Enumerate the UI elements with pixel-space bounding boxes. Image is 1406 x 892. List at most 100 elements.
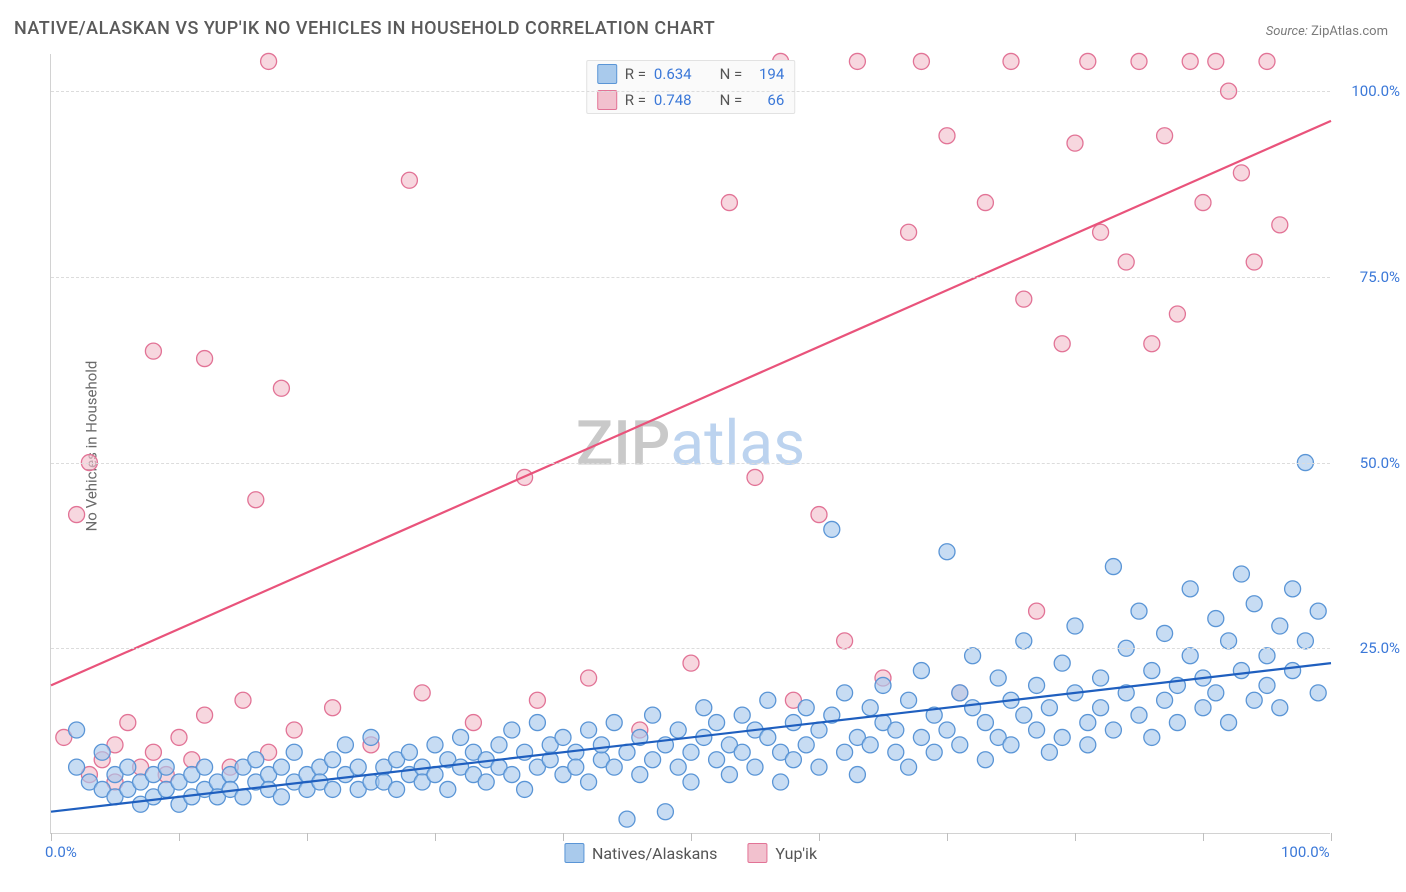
- y-tick-label: 75.0%: [1340, 268, 1400, 286]
- legend-swatch: [597, 90, 617, 110]
- data-point: [1144, 729, 1160, 745]
- data-point: [1080, 737, 1096, 753]
- data-point: [1285, 581, 1301, 597]
- data-point: [773, 774, 789, 790]
- data-point: [1310, 685, 1326, 701]
- data-point: [529, 692, 545, 708]
- data-point: [683, 744, 699, 760]
- n-label: N =: [720, 91, 743, 109]
- data-point: [1131, 707, 1147, 723]
- data-point: [1054, 729, 1070, 745]
- data-point: [1093, 670, 1109, 686]
- data-point: [683, 774, 699, 790]
- data-point: [1093, 224, 1109, 240]
- data-point: [734, 707, 750, 723]
- data-point: [901, 224, 917, 240]
- data-point: [1259, 677, 1275, 693]
- data-point: [606, 715, 622, 731]
- data-point: [248, 752, 264, 768]
- data-point: [1003, 737, 1019, 753]
- data-point: [670, 722, 686, 738]
- data-point: [1131, 603, 1147, 619]
- data-point: [1297, 633, 1313, 649]
- r-label: R =: [625, 65, 646, 83]
- data-point: [1029, 722, 1045, 738]
- data-point: [1016, 291, 1032, 307]
- data-point: [977, 195, 993, 211]
- data-point: [1246, 254, 1262, 270]
- data-point: [1157, 625, 1173, 641]
- gridline: [51, 91, 1330, 92]
- data-point: [811, 507, 827, 523]
- data-point: [286, 722, 302, 738]
- data-point: [1208, 611, 1224, 627]
- data-point: [811, 759, 827, 775]
- data-point: [1169, 306, 1185, 322]
- data-point: [849, 767, 865, 783]
- data-point: [1144, 336, 1160, 352]
- x-tick: [435, 833, 436, 841]
- data-point: [1272, 618, 1288, 634]
- data-point: [504, 767, 520, 783]
- data-point: [145, 343, 161, 359]
- n-label: N =: [720, 65, 743, 83]
- data-point: [901, 692, 917, 708]
- data-point: [913, 53, 929, 69]
- series-name: Yup'ik: [775, 844, 817, 863]
- data-point: [734, 744, 750, 760]
- data-point: [350, 759, 366, 775]
- gridline: [51, 648, 1330, 649]
- data-point: [721, 767, 737, 783]
- x-tick: [51, 833, 52, 841]
- data-point: [478, 774, 494, 790]
- x-tick: [1331, 833, 1332, 841]
- data-point: [1157, 692, 1173, 708]
- data-point: [248, 492, 264, 508]
- data-point: [952, 737, 968, 753]
- data-point: [990, 670, 1006, 686]
- data-point: [1310, 603, 1326, 619]
- data-point: [1246, 692, 1262, 708]
- data-point: [837, 744, 853, 760]
- data-point: [1118, 254, 1134, 270]
- data-point: [1144, 663, 1160, 679]
- data-point: [1182, 53, 1198, 69]
- data-point: [1246, 596, 1262, 612]
- data-point: [440, 781, 456, 797]
- data-point: [645, 707, 661, 723]
- data-point: [747, 759, 763, 775]
- data-point: [1195, 195, 1211, 211]
- data-point: [197, 759, 213, 775]
- data-point: [273, 380, 289, 396]
- data-point: [824, 521, 840, 537]
- data-point: [1003, 53, 1019, 69]
- chart-svg: [51, 54, 1331, 834]
- data-point: [69, 759, 85, 775]
- data-point: [337, 737, 353, 753]
- data-point: [862, 700, 878, 716]
- x-tick: [819, 833, 820, 841]
- data-point: [849, 53, 865, 69]
- series-legend: Natives/Alaskans Yup'ik: [564, 843, 817, 863]
- data-point: [837, 633, 853, 649]
- data-point: [1208, 53, 1224, 69]
- x-tick-label: 0.0%: [45, 843, 77, 861]
- series-name: Natives/Alaskans: [592, 844, 717, 863]
- data-point: [888, 744, 904, 760]
- r-value: 0.748: [654, 91, 692, 109]
- data-point: [158, 759, 174, 775]
- data-point: [1285, 663, 1301, 679]
- data-point: [913, 729, 929, 745]
- data-point: [197, 707, 213, 723]
- data-point: [1169, 715, 1185, 731]
- gridline: [51, 277, 1330, 278]
- gridline: [51, 463, 1330, 464]
- data-point: [286, 744, 302, 760]
- y-tick-label: 50.0%: [1340, 454, 1400, 472]
- data-point: [197, 351, 213, 367]
- data-point: [939, 128, 955, 144]
- data-point: [1195, 700, 1211, 716]
- data-point: [875, 677, 891, 693]
- data-point: [952, 685, 968, 701]
- data-point: [235, 789, 251, 805]
